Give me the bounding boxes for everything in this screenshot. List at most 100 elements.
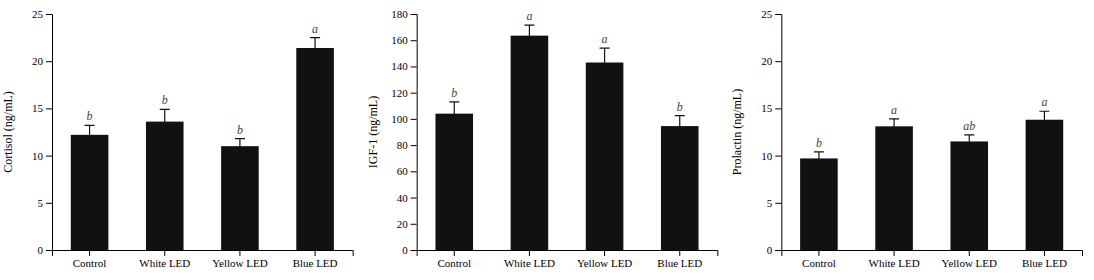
- panel: 0510152025ControlWhite LEDYellow LEDBlue…: [1, 8, 353, 269]
- tick-mark: [315, 250, 316, 256]
- tick-mark: [775, 108, 781, 109]
- tick-label: White LED: [504, 257, 555, 269]
- letters: b a a b: [451, 9, 683, 113]
- axis-line: [782, 251, 1083, 257]
- bar: [221, 146, 259, 250]
- y-axis: 0510152025: [32, 8, 53, 256]
- bar: [1026, 120, 1064, 250]
- tick-label: Yellow LED: [942, 257, 997, 269]
- y-tick: 10: [32, 150, 52, 162]
- bar: [586, 63, 624, 250]
- significance-letter: b: [162, 93, 168, 107]
- tick-mark: [411, 66, 417, 67]
- tick-label: Blue LED: [1022, 257, 1067, 269]
- tick-label: 20: [397, 218, 409, 230]
- tick-label: Blue LED: [657, 257, 702, 269]
- plot-area: [800, 111, 1063, 250]
- x-axis: ControlWhite LEDYellow LEDBlue LED: [417, 250, 718, 269]
- axis-line: [775, 15, 782, 251]
- bar: [661, 126, 699, 250]
- tick-mark: [818, 250, 819, 256]
- x-tick: Blue LED: [657, 250, 702, 269]
- panel: 0510152025ControlWhite LEDYellow LEDBlue…: [730, 8, 1082, 269]
- tick-label: 10: [32, 150, 44, 162]
- tick-mark: [604, 250, 605, 256]
- x-tick: Yellow LED: [577, 250, 632, 269]
- tick-mark: [775, 156, 781, 157]
- tick-label: 5: [38, 197, 44, 209]
- tick-mark: [775, 14, 781, 15]
- significance-letter: b: [87, 109, 93, 123]
- x-tick: Blue LED: [1022, 250, 1067, 269]
- y-axis: 020406080100120140160180: [391, 8, 417, 256]
- tick-mark: [775, 61, 781, 62]
- tick-label: 120: [391, 87, 408, 99]
- significance-letter: a: [526, 9, 532, 23]
- tick-label: 0: [402, 244, 408, 256]
- y-tick: 5: [767, 197, 782, 209]
- significance-letter: b: [451, 86, 457, 100]
- tick-mark: [411, 145, 417, 146]
- tick-label: 40: [397, 192, 409, 204]
- error-bar: [449, 102, 459, 126]
- tick-mark: [411, 224, 417, 225]
- axis-line: [46, 15, 53, 251]
- error-bar: [889, 119, 899, 134]
- error-bar: [964, 135, 974, 148]
- error-bar: [310, 38, 320, 59]
- tick-mark: [775, 250, 781, 251]
- tick-label: White LED: [869, 257, 920, 269]
- y-tick: 15: [761, 102, 781, 114]
- significance-letter: a: [602, 32, 608, 46]
- y-tick: 20: [761, 55, 781, 67]
- error-bar: [160, 109, 170, 134]
- letters: baaba: [816, 95, 1048, 150]
- y-tick: 20: [397, 218, 417, 230]
- tick-mark: [411, 93, 417, 94]
- tick-label: 60: [397, 165, 409, 177]
- significance-letter: b: [816, 136, 822, 150]
- tick-label: 20: [32, 55, 44, 67]
- x-tick: Control: [73, 250, 107, 269]
- y-tick: 60: [397, 165, 417, 177]
- x-tick: Control: [802, 250, 836, 269]
- axis-line: [53, 251, 354, 257]
- plot-area: [435, 25, 698, 250]
- significance-letter: a: [312, 22, 318, 36]
- letters: b b b a: [87, 22, 319, 137]
- tick-mark: [679, 250, 680, 256]
- y-tick: 25: [32, 8, 52, 20]
- panel: 020406080100120140160180ControlWhite LED…: [366, 8, 718, 269]
- bar: [146, 122, 184, 250]
- axis-title: IGF-1 (ng/mL): [366, 96, 380, 168]
- significance-letter: b: [237, 123, 243, 137]
- tick-mark: [411, 14, 417, 15]
- x-tick: Yellow LED: [942, 250, 997, 269]
- tick-mark: [454, 250, 455, 256]
- significance-letter: a: [891, 103, 897, 117]
- error-bar: [675, 116, 685, 137]
- y-axis: 0510152025: [761, 8, 782, 256]
- tick-mark: [164, 250, 165, 256]
- tick-mark: [89, 250, 90, 256]
- x-tick: White LED: [139, 250, 190, 269]
- tick-label: 20: [761, 55, 773, 67]
- y-tick: 0: [767, 244, 782, 256]
- x-tick: White LED: [504, 250, 555, 269]
- tick-mark: [411, 40, 417, 41]
- y-tick: 40: [397, 192, 417, 204]
- tick-label: 140: [391, 60, 408, 72]
- tick-label: 0: [767, 244, 773, 256]
- significance-letter: b: [677, 100, 683, 114]
- x-axis: Control White LED Yellow LED Blue LED: [782, 250, 1083, 269]
- y-tick: 25: [761, 8, 781, 20]
- bar: [511, 36, 549, 250]
- axis-title: Cortisol (ng/mL): [1, 91, 15, 173]
- bar: [296, 48, 334, 250]
- tick-mark: [529, 250, 530, 256]
- y-tick: 160: [391, 34, 417, 46]
- error-bar: [600, 48, 610, 77]
- y-tick: 5: [38, 197, 53, 209]
- bar: [71, 135, 109, 250]
- plot-area: [71, 38, 334, 250]
